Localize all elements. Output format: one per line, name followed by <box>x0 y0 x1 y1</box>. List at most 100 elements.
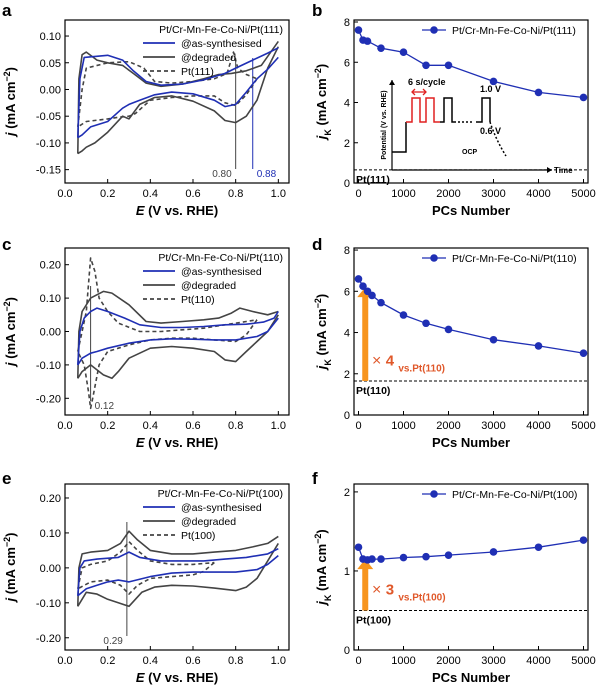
inset-x-label: Time <box>554 166 573 175</box>
panel-b-plot-frame <box>353 19 589 184</box>
panel-b-data-point <box>377 44 385 52</box>
panel-d-y-tick-label: 4 <box>344 328 350 340</box>
panel-d-y-tick-label: 0 <box>344 410 350 422</box>
panel-b-x-tick-label: 0 <box>355 188 361 200</box>
panel-a-legend-label: @as-synthesised <box>181 38 262 50</box>
inset-rate-label: 6 s/cycle <box>408 77 446 87</box>
panel-a-y-axis-label: j (mA cm−2) <box>2 67 18 138</box>
panel-f-x-axis-label: PCs Number <box>432 670 510 685</box>
panel-b: b 0 1000 2000 3000 4000 5000 0 2 4 6 8 jK (mA cm−2) P… <box>312 1 596 218</box>
inset-y-label: Potential (V vs. RHE) <box>381 90 388 159</box>
panel-b-baseline-label: Pt(111) <box>356 174 390 186</box>
panel-f-y-tick-label: 2 <box>344 487 350 499</box>
panel-d-plot-frame <box>353 247 589 416</box>
panel-e-letter: e <box>2 469 11 488</box>
panel-e-x-tick-label: 0.0 <box>57 655 72 667</box>
panel-f-improvement-arrow <box>357 559 374 611</box>
inset-rate-arrowhead-right <box>422 88 427 96</box>
panel-b-x-tick-label: 3000 <box>481 188 505 200</box>
panel-a-marker-label: 0.88 <box>257 169 277 180</box>
panel-e-curve-as-synthesised-anodic <box>77 547 279 596</box>
panel-e-curve-pt-100-anodic <box>77 540 215 589</box>
panel-c-legend-title: Pt/Cr-Mn-Fe-Co-Ni/Pt(110) <box>158 252 283 264</box>
panel-a-legend-title: Pt/Cr-Mn-Fe-Co-Ni/Pt(111) <box>159 24 283 36</box>
panel-a-curve-as-synthesised-anodic <box>77 47 279 138</box>
panel-c-x-tick-label: 0.6 <box>185 420 200 432</box>
inset-wave-mid <box>440 97 456 123</box>
panel-d-data-point <box>368 291 376 300</box>
panel-b-x-tick-label: 2000 <box>436 188 460 200</box>
panel-a: a 0.0 0.2 0.4 0.6 0.8 1.0 -0.15 -0.10 -0.05 0.00 0.… <box>2 1 290 218</box>
panel-d: d 0 1000 2000 3000 4000 5000 0 2 4 6 8 jK (mA cm−2) P… <box>312 235 596 450</box>
panel-b-data-point <box>534 88 543 97</box>
panel-c-curve-degraded-cathodic <box>77 314 279 380</box>
panel-d-y-axis-label: jK (mA cm−2) <box>313 294 333 372</box>
panel-d-data-point <box>444 325 453 334</box>
panel-b-y-axis-label: jK (mA cm−2) <box>313 64 333 142</box>
panel-f-x-tick-label: 5000 <box>571 655 595 667</box>
panel-f-x-tick-label: 4000 <box>526 655 550 667</box>
panel-e-marker-label: 0.29 <box>103 636 123 647</box>
inset-wave-start <box>392 122 407 153</box>
panel-a-curve-degraded-cathodic <box>77 46 280 155</box>
panel-b-data-point <box>579 93 588 102</box>
panel-d-x-tick-label: 4000 <box>526 420 550 432</box>
panel-a-plot-frame <box>64 19 290 184</box>
panel-c-y-tick-label: 0.20 <box>40 260 61 272</box>
panel-f-data-point <box>377 555 385 563</box>
panel-c-x-tick-label: 0.2 <box>100 420 115 432</box>
panel-a-letter: a <box>2 1 12 20</box>
panel-f-data-point <box>444 551 453 559</box>
panel-f-plot-frame <box>353 483 589 651</box>
panel-c-letter: c <box>2 235 11 254</box>
panel-f-baseline-label: Pt(100) <box>356 614 391 626</box>
panel-b-x-tick-label: 1000 <box>391 188 415 200</box>
panel-e-x-axis-label: E (V vs. RHE) <box>136 670 218 685</box>
panel-a-y-tick-label: 0.05 <box>40 58 61 70</box>
panel-c-marker-label: 0.12 <box>95 401 115 412</box>
panel-f-factor-annotation: × 3 vs.Pt(100) <box>372 582 446 604</box>
panel-d-y-tick-label: 2 <box>344 369 350 381</box>
panel-c-x-tick-label: 0.8 <box>228 420 243 432</box>
panel-b-data-point <box>422 61 430 70</box>
inset-upper-label: 1.0 V <box>480 84 501 94</box>
panel-c-y-tick-label: -0.20 <box>36 393 61 405</box>
panel-d-x-axis-label: PCs Number <box>432 435 510 450</box>
panel-b-x-axis-label: PCs Number <box>432 203 510 218</box>
panel-c-curve-as-synthesised-anodic <box>77 307 279 365</box>
panel-d-x-tick-label: 5000 <box>571 420 595 432</box>
panel-e-x-tick-label: 0.2 <box>100 655 115 667</box>
panel-d-x-tick-label: 2000 <box>436 420 460 432</box>
panel-d-data-point <box>377 298 385 307</box>
panel-f-series-line <box>357 539 584 561</box>
panel-d-letter: d <box>312 235 322 254</box>
inset-wave-cycles <box>406 97 440 123</box>
panel-e-y-tick-label: -0.10 <box>36 598 61 610</box>
panel-d-improvement-arrow <box>357 287 374 381</box>
panel-d-data-point <box>354 275 363 283</box>
panel-e-y-tick-label: -0.20 <box>36 633 61 645</box>
panel-e-curve-degraded-cathodic <box>77 542 279 608</box>
panel-f-y-tick-label: 1 <box>344 566 350 578</box>
panel-e-legend-label: @degraded <box>181 516 236 528</box>
panel-d-x-tick-label: 0 <box>355 420 361 432</box>
panel-c-y-tick-label: 0.10 <box>40 293 61 305</box>
panel-f-data-point <box>399 553 408 562</box>
inset-rate-arrowhead-left <box>411 88 416 96</box>
panel-e-curve-pt-100-cathodic <box>77 561 215 595</box>
panel-c-x-tick-label: 0.0 <box>57 420 72 432</box>
panel-c-curve-pt-110-cathodic <box>77 319 258 410</box>
panel-e-curve-degraded-anodic <box>77 530 279 607</box>
panel-a-marker-label: 0.80 <box>212 169 232 180</box>
panel-c-curve-degraded-anodic <box>77 290 279 379</box>
panel-b-data-point <box>399 48 408 56</box>
panel-f-x-tick-label: 0 <box>355 655 361 667</box>
panel-b-inset: Potential (V vs. RHE) Time 6 s/cycle 1.0 V 0… <box>381 77 573 175</box>
panel-b-letter: b <box>312 1 322 20</box>
inset-y-arrowhead <box>389 80 395 85</box>
panel-c-x-axis-label: E (V vs. RHE) <box>136 435 218 450</box>
panel-a-y-tick-label: 0.00 <box>40 84 61 96</box>
panel-f-x-tick-label: 3000 <box>481 655 505 667</box>
panel-b-x-tick-label: 5000 <box>571 188 595 200</box>
panel-e-x-tick-label: 0.4 <box>143 655 158 667</box>
